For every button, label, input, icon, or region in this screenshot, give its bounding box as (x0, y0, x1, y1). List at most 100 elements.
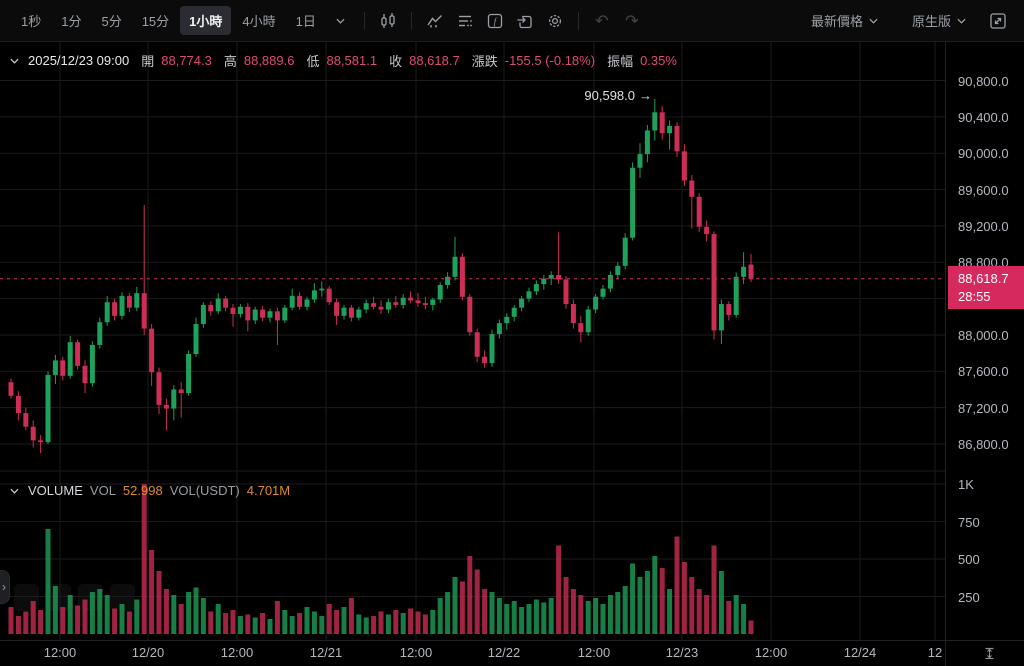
volume-axis-label: 1K (958, 477, 974, 492)
candlestick-icon (381, 12, 395, 28)
interval-dropdown-chevron[interactable] (327, 7, 355, 35)
chevron-down-icon (957, 18, 966, 24)
price-axis-label: 89,200.0 (958, 218, 1009, 234)
candlestick-style-button[interactable] (374, 7, 402, 35)
toolbar-divider (577, 11, 579, 30)
time-scale-reset-button[interactable] (982, 646, 997, 664)
time-axis-label: 12:00 (754, 645, 788, 660)
time-axis-label: 12/20 (131, 645, 165, 660)
vol-label: VOL (89, 483, 116, 498)
high-price-annotation: 90,598.0 → (548, 88, 652, 103)
collapse-volume-chevron[interactable] (8, 488, 21, 494)
indicators-button[interactable] (421, 7, 449, 35)
timeframe-button-5[interactable]: 4小時 (233, 6, 284, 35)
time-axis-divider (0, 640, 1024, 641)
timeframe-button-0[interactable]: 1秒 (12, 6, 50, 35)
time-axis-label: 12:00 (577, 645, 611, 660)
chevron-down-icon (869, 18, 878, 24)
scale-ibeam-icon (985, 647, 994, 660)
volume-title: VOLUME (28, 483, 83, 498)
fullscreen-button[interactable] (984, 7, 1012, 35)
price-axis-label: 86,800.0 (958, 437, 1009, 452)
volume-axis-label: 500 (958, 552, 980, 567)
price-mode-label: 最新價格 (810, 14, 863, 29)
close-label: 收 (389, 54, 403, 69)
price-axis-label: 87,200.0 (958, 400, 1009, 416)
price-axis-label: 87,600.0 (958, 364, 1009, 380)
arrow-right-icon: → (639, 88, 652, 103)
timeframe-button-1[interactable]: 1分 (52, 6, 90, 35)
toolbar-divider (410, 11, 412, 30)
list-settings-icon (458, 15, 472, 26)
gear-icon (548, 14, 561, 27)
timeframe-button-6[interactable]: 1日 (287, 6, 325, 35)
formula-button[interactable]: f (481, 7, 509, 35)
price-axis-label: 89,600.0 (958, 182, 1009, 198)
vol-usdt-label: VOL(USDT) (169, 483, 240, 498)
ohlc-info-bar: 2025/12/23 09:00 開 88,774.3 高 88,889.6 低… (8, 51, 677, 70)
high-value: 88,889.6 (243, 53, 295, 68)
version-dropdown[interactable]: 原生版 (906, 10, 972, 31)
volume-header: VOLUME VOL 52.998 VOL(USDT) 4.701M (8, 483, 290, 498)
change-value: -155.5 (-0.18%) (504, 53, 596, 68)
time-axis-label: 12:00 (43, 645, 77, 660)
formula-fx-icon: f (487, 13, 503, 28)
timeframe-button-4[interactable]: 1小時 (180, 6, 232, 35)
redo-button[interactable]: ↷ (618, 7, 646, 35)
collapse-pane-chevron[interactable] (8, 58, 21, 64)
goto-date-button[interactable] (511, 7, 539, 35)
time-axis-label: 12:00 (220, 645, 254, 660)
time-axis-label: 12/23 (665, 645, 699, 660)
timeframe-button-2[interactable]: 5分 (92, 6, 130, 35)
amplitude-label: 振幅 (607, 54, 634, 69)
timeframe-button-3[interactable]: 15分 (133, 6, 178, 35)
chevron-down-icon (10, 488, 19, 494)
time-axis-label: 12 (927, 645, 943, 660)
time-axis-label: 12/21 (309, 645, 343, 660)
plot-area (8, 98, 754, 634)
price-axis-divider (945, 42, 946, 666)
price-axis-label: 90,400.0 (958, 109, 1009, 125)
low-value: 88,581.1 (326, 53, 378, 68)
undo-button[interactable]: ↶ (588, 7, 616, 35)
time-axis-label: 12/24 (843, 645, 877, 660)
time-axis-label: 12/22 (487, 645, 521, 660)
open-label: 開 (141, 54, 155, 69)
close-value: 88,618.7 (409, 53, 460, 68)
timeframe-group: 1秒 1分 5分 15分 1小時 4小時 1日 (12, 6, 325, 35)
price-axis-label: 88,000.0 (958, 327, 1009, 343)
last-price-badge: 88,618.7 28:55 (948, 266, 1024, 309)
svg-text:f: f (494, 16, 498, 26)
candle-timestamp: 2025/12/23 09:00 (28, 53, 130, 68)
candle-countdown: 28:55 (958, 289, 991, 304)
amplitude-value: 0.35% (640, 53, 677, 68)
high-annotation-value: 90,598.0 (584, 88, 635, 103)
settings-button[interactable] (541, 7, 569, 35)
legend-settings-button[interactable] (451, 7, 479, 35)
chevron-down-icon (10, 58, 19, 64)
volume-axis-label: 250 (958, 589, 980, 605)
panel-expand-handle[interactable]: › (0, 570, 10, 604)
expand-icon (990, 12, 1006, 29)
low-label: 低 (306, 54, 320, 69)
vol-usdt-value: 4.701M (246, 483, 291, 498)
chevron-down-icon (336, 18, 345, 24)
box-arrow-icon (517, 15, 532, 28)
version-label: 原生版 (911, 14, 951, 29)
chevron-right-icon: › (2, 580, 6, 594)
volume-axis-label: 750 (958, 514, 980, 530)
price-axis-label: 90,800.0 (958, 73, 1009, 89)
indicators-icon (427, 14, 442, 27)
grid-lines (0, 42, 945, 640)
toolbar-divider (363, 11, 365, 30)
undo-icon: ↶ (595, 12, 609, 30)
high-label: 高 (223, 54, 237, 69)
time-axis-label: 12:00 (399, 645, 433, 660)
vol-value: 52.998 (122, 483, 163, 498)
open-value: 88,774.3 (161, 53, 212, 68)
chart-toolbar: 1秒 1分 5分 15分 1小時 4小時 1日 (0, 0, 1024, 42)
price-mode-dropdown[interactable]: 最新價格 (805, 10, 884, 31)
last-price-value: 88,618.7 (958, 271, 1009, 286)
change-label: 漲跌 (471, 54, 498, 69)
